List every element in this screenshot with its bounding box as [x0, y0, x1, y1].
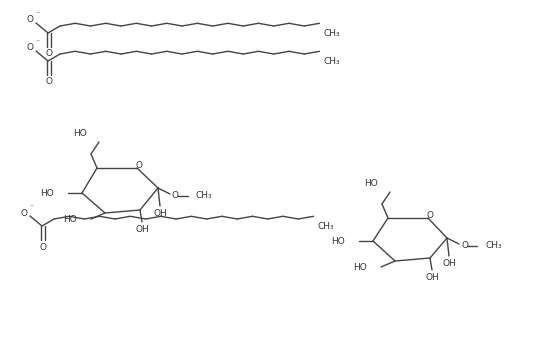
- Text: CH₃: CH₃: [323, 57, 340, 66]
- Text: CH₃: CH₃: [323, 29, 340, 38]
- Text: O: O: [461, 240, 468, 250]
- Text: HO: HO: [364, 179, 378, 189]
- Text: ⁻: ⁻: [29, 203, 33, 211]
- Text: ⁻: ⁻: [35, 10, 39, 18]
- Text: CH₃: CH₃: [196, 192, 213, 201]
- Text: O: O: [46, 77, 52, 87]
- Text: O: O: [46, 49, 52, 59]
- Text: HO: HO: [63, 214, 77, 223]
- Text: OH: OH: [425, 273, 439, 282]
- Text: OH: OH: [442, 260, 456, 268]
- Text: O: O: [26, 15, 34, 25]
- Text: O: O: [135, 162, 142, 170]
- Text: ⁻: ⁻: [35, 38, 39, 46]
- Text: O: O: [26, 44, 34, 53]
- Text: O: O: [172, 191, 179, 199]
- Text: O: O: [20, 208, 28, 218]
- Text: OH: OH: [153, 209, 167, 219]
- Text: O: O: [426, 211, 433, 221]
- Text: HO: HO: [73, 130, 87, 138]
- Text: OH: OH: [135, 225, 149, 235]
- Text: HO: HO: [353, 263, 367, 271]
- Text: O: O: [40, 242, 47, 252]
- Text: CH₃: CH₃: [317, 222, 334, 231]
- Text: CH₃: CH₃: [485, 241, 502, 251]
- Text: HO: HO: [40, 189, 54, 197]
- Text: HO: HO: [331, 237, 345, 246]
